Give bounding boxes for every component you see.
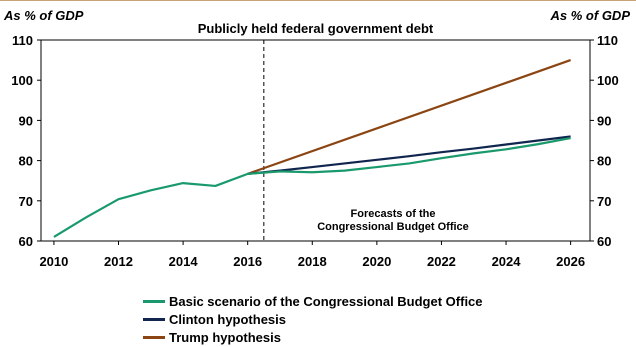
legend-item-trump: Trump hypothesis [143, 328, 483, 346]
legend-swatch-cbo [143, 299, 165, 303]
legend: Basic scenario of the Congressional Budg… [143, 292, 483, 346]
legend-label-clinton: Clinton hypothesis [169, 311, 286, 327]
series-line-trump [247, 59, 571, 175]
x-tick-label: 2024 [492, 254, 522, 269]
x-tick-label: 2022 [427, 254, 456, 269]
plot-frame [40, 39, 591, 242]
y-tick-label-left: 90 [19, 113, 33, 128]
y-tick-label-right: 80 [597, 154, 611, 169]
left-axis-unit: As % of GDP [4, 8, 84, 23]
series-line-clinton [247, 135, 571, 175]
forecast-annotation-line: Congressional Budget Office [317, 221, 469, 233]
y-tick-label-left: 70 [19, 194, 33, 209]
x-tick-label: 2026 [556, 254, 585, 269]
y-tick-label-right: 110 [597, 33, 618, 48]
y-tick-label-right: 60 [597, 234, 611, 249]
x-tick-label: 2020 [362, 254, 391, 269]
y-tick-label-right: 70 [597, 194, 611, 209]
legend-swatch-trump [143, 335, 165, 339]
y-tick-label-left: 80 [19, 154, 33, 169]
y-tick-label-left: 110 [12, 33, 33, 48]
top-rule [0, 0, 636, 1]
legend-item-cbo: Basic scenario of the Congressional Budg… [143, 292, 483, 310]
x-tick-label: 2018 [298, 254, 327, 269]
forecast-annotation-line: Forecasts of the [351, 208, 436, 220]
y-tick-label-right: 90 [597, 113, 611, 128]
chart-title: Publicly held federal government debt [198, 21, 434, 36]
x-tick-label: 2010 [39, 254, 68, 269]
y-tick-label-left: 100 [11, 73, 33, 88]
x-tick-label: 2014 [169, 254, 199, 269]
legend-label-trump: Trump hypothesis [169, 329, 281, 345]
legend-item-clinton: Clinton hypothesis [143, 310, 483, 328]
legend-label-cbo: Basic scenario of the Congressional Budg… [169, 293, 483, 309]
legend-swatch-clinton [143, 317, 165, 321]
x-tick-label: 2016 [233, 254, 262, 269]
y-tick-label-right: 100 [597, 73, 619, 88]
y-tick-label-left: 60 [19, 234, 33, 249]
x-tick-label: 2012 [104, 254, 133, 269]
series-line-cbo [53, 137, 571, 238]
right-axis-unit: As % of GDP [550, 8, 630, 23]
